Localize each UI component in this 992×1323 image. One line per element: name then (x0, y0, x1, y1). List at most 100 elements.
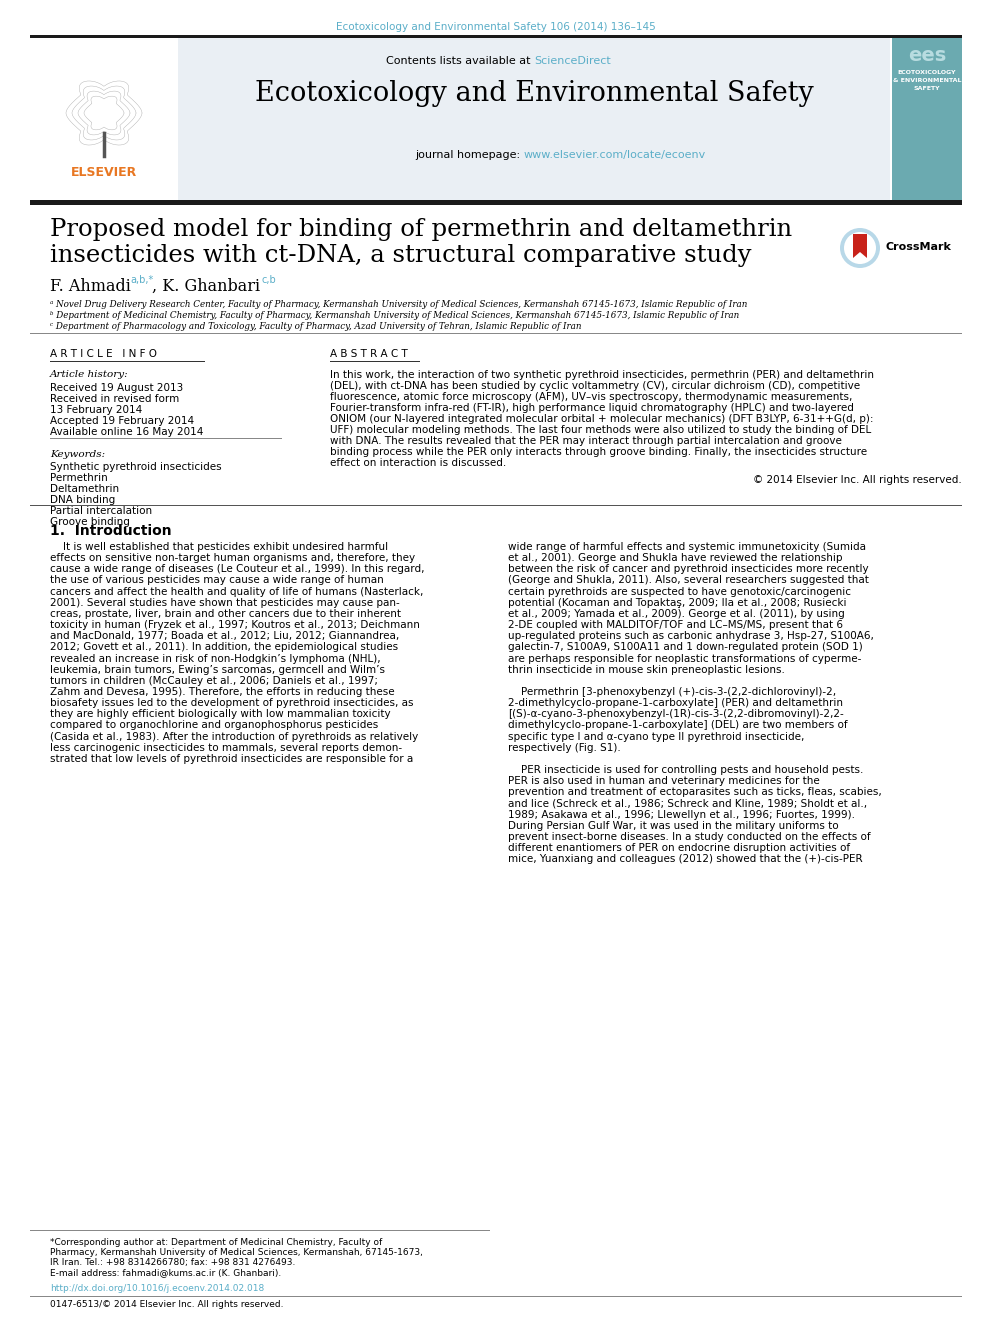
Text: 1.  Introduction: 1. Introduction (50, 524, 172, 538)
Text: (Casida et al., 1983). After the introduction of pyrethroids as relatively: (Casida et al., 1983). After the introdu… (50, 732, 419, 742)
Text: and MacDonald, 1977; Boada et al., 2012; Liu, 2012; Giannandrea,: and MacDonald, 1977; Boada et al., 2012;… (50, 631, 399, 642)
Text: specific type I and α-cyano type II pyrethroid insecticide,: specific type I and α-cyano type II pyre… (508, 732, 805, 742)
Text: the use of various pesticides may cause a wide range of human: the use of various pesticides may cause … (50, 576, 384, 586)
Text: between the risk of cancer and pyrethroid insecticides more recently: between the risk of cancer and pyrethroi… (508, 565, 869, 574)
Text: E-mail address: fahmadi@kums.ac.ir (K. Ghanbari).: E-mail address: fahmadi@kums.ac.ir (K. G… (50, 1267, 282, 1277)
Text: & ENVIRONMENTAL: & ENVIRONMENTAL (893, 78, 961, 83)
Text: ees: ees (908, 46, 946, 65)
Text: less carcinogenic insecticides to mammals, several reports demon-: less carcinogenic insecticides to mammal… (50, 742, 402, 753)
Text: In this work, the interaction of two synthetic pyrethroid insecticides, permethr: In this work, the interaction of two syn… (330, 370, 874, 380)
Text: CrossMark: CrossMark (886, 242, 952, 251)
Text: they are highly efficient biologically with low mammalian toxicity: they are highly efficient biologically w… (50, 709, 391, 720)
Text: et al., 2001). George and Shukla have reviewed the relationship: et al., 2001). George and Shukla have re… (508, 553, 842, 564)
Text: Received 19 August 2013: Received 19 August 2013 (50, 382, 184, 393)
Text: Zahm and Devesa, 1995). Therefore, the efforts in reducing these: Zahm and Devesa, 1995). Therefore, the e… (50, 687, 395, 697)
Text: www.elsevier.com/locate/ecoenv: www.elsevier.com/locate/ecoenv (524, 149, 706, 160)
Text: Pharmacy, Kermanshah University of Medical Sciences, Kermanshah, 67145-1673,: Pharmacy, Kermanshah University of Medic… (50, 1248, 423, 1257)
Text: different enantiomers of PER on endocrine disruption activities of: different enantiomers of PER on endocrin… (508, 843, 850, 853)
Text: respectively (Fig. S1).: respectively (Fig. S1). (508, 742, 621, 753)
Text: toxicity in human (Fryzek et al., 1997; Koutros et al., 2013; Deichmann: toxicity in human (Fryzek et al., 1997; … (50, 620, 420, 630)
Text: Partial intercalation: Partial intercalation (50, 505, 152, 516)
Text: *Corresponding author at: Department of Medicinal Chemistry, Faculty of: *Corresponding author at: Department of … (50, 1238, 382, 1248)
Text: 1989; Asakawa et al., 1996; Llewellyn et al., 1996; Fuortes, 1999).: 1989; Asakawa et al., 1996; Llewellyn et… (508, 810, 855, 820)
Text: certain pyrethroids are suspected to have genotoxic/carcinogenic: certain pyrethroids are suspected to hav… (508, 586, 851, 597)
Text: PER is also used in human and veterinary medicines for the: PER is also used in human and veterinary… (508, 777, 819, 786)
Text: Ecotoxicology and Environmental Safety 106 (2014) 136–145: Ecotoxicology and Environmental Safety 1… (336, 22, 656, 32)
Text: [(S)-α-cyano-3-phenoxybenzyl-(1R)-cis-3-(2,2-dibromovinyl)-2,2-: [(S)-α-cyano-3-phenoxybenzyl-(1R)-cis-3-… (508, 709, 844, 720)
Text: insecticides with ct-DNA, a structural comparative study: insecticides with ct-DNA, a structural c… (50, 243, 752, 267)
Text: Contents lists available at: Contents lists available at (386, 56, 534, 66)
Text: Permethrin [3-phenoxybenzyl (+)-cis-3-(2,2-dichlorovinyl)-2,: Permethrin [3-phenoxybenzyl (+)-cis-3-(2… (508, 687, 836, 697)
Text: cause a wide range of diseases (Le Couteur et al., 1999). In this regard,: cause a wide range of diseases (Le Coute… (50, 565, 425, 574)
Text: Keywords:: Keywords: (50, 450, 105, 459)
Polygon shape (853, 234, 867, 258)
Text: biosafety issues led to the development of pyrethroid insecticides, as: biosafety issues led to the development … (50, 699, 414, 708)
Text: , K. Ghanbari: , K. Ghanbari (152, 278, 260, 295)
Text: 13 February 2014: 13 February 2014 (50, 405, 142, 415)
Text: galectin-7, S100A9, S100A11 and 1 down-regulated protein (SOD 1): galectin-7, S100A9, S100A11 and 1 down-r… (508, 643, 863, 652)
Text: Groove binding: Groove binding (50, 517, 130, 527)
Text: 2012; Govett et al., 2011). In addition, the epidemiological studies: 2012; Govett et al., 2011). In addition,… (50, 643, 398, 652)
Text: Ecotoxicology and Environmental Safety: Ecotoxicology and Environmental Safety (255, 79, 813, 107)
Text: revealed an increase in risk of non-Hodgkin’s lymphoma (NHL),: revealed an increase in risk of non-Hodg… (50, 654, 381, 664)
Circle shape (840, 228, 880, 269)
Text: c,b: c,b (262, 275, 277, 284)
Text: ELSEVIER: ELSEVIER (70, 165, 137, 179)
Text: © 2014 Elsevier Inc. All rights reserved.: © 2014 Elsevier Inc. All rights reserved… (753, 475, 962, 486)
Text: SAFETY: SAFETY (914, 86, 940, 91)
Text: Permethrin: Permethrin (50, 474, 108, 483)
Text: ᵇ Department of Medicinal Chemistry, Faculty of Pharmacy, Kermanshah University : ᵇ Department of Medicinal Chemistry, Fac… (50, 311, 739, 320)
Text: F. Ahmadi: F. Ahmadi (50, 278, 136, 295)
Text: and lice (Schreck et al., 1986; Schreck and Kline, 1989; Sholdt et al.,: and lice (Schreck et al., 1986; Schreck … (508, 799, 867, 808)
Text: Fourier-transform infra-red (FT-IR), high performance liquid chromatography (HPL: Fourier-transform infra-red (FT-IR), hig… (330, 404, 854, 413)
Bar (178, 38, 890, 200)
Text: 2-dimethylcyclo-propane-1-carboxylate] (PER) and deltamethrin: 2-dimethylcyclo-propane-1-carboxylate] (… (508, 699, 843, 708)
Text: leukemia, brain tumors, Ewing’s sarcomas, germcell and Wilm’s: leukemia, brain tumors, Ewing’s sarcomas… (50, 664, 385, 675)
Text: wide range of harmful effects and systemic immunetoxicity (Sumida: wide range of harmful effects and system… (508, 542, 866, 552)
Bar (30, 34, 962, 38)
Bar (30, 38, 178, 200)
Text: During Persian Gulf War, it was used in the military uniforms to: During Persian Gulf War, it was used in … (508, 820, 838, 831)
Text: ECOTOXICOLOGY: ECOTOXICOLOGY (898, 70, 956, 75)
Text: 2001). Several studies have shown that pesticides may cause pan-: 2001). Several studies have shown that p… (50, 598, 400, 607)
Text: potential (Kocaman and Topaktaş, 2009; Ila et al., 2008; Rusiecki: potential (Kocaman and Topaktaş, 2009; I… (508, 598, 846, 607)
Text: ScienceDirect: ScienceDirect (534, 56, 611, 66)
Text: are perhaps responsible for neoplastic transformations of cyperme-: are perhaps responsible for neoplastic t… (508, 654, 861, 664)
Text: Received in revised form: Received in revised form (50, 394, 180, 404)
Text: UFF) molecular modeling methods. The last four methods were also utilized to stu: UFF) molecular modeling methods. The las… (330, 425, 871, 435)
Text: ᶜ Department of Pharmacology and Toxicology, Faculty of Pharmacy, Azad Universit: ᶜ Department of Pharmacology and Toxicol… (50, 321, 581, 331)
Text: 0147-6513/© 2014 Elsevier Inc. All rights reserved.: 0147-6513/© 2014 Elsevier Inc. All right… (50, 1301, 284, 1308)
Text: Proposed model for binding of permethrin and deltamethrin: Proposed model for binding of permethrin… (50, 218, 793, 241)
Text: dimethylcyclo-propane-1-carboxylate] (DEL) are two members of: dimethylcyclo-propane-1-carboxylate] (DE… (508, 721, 847, 730)
Text: mice, Yuanxiang and colleagues (2012) showed that the (+)-cis-PER: mice, Yuanxiang and colleagues (2012) sh… (508, 855, 863, 864)
Text: Available online 16 May 2014: Available online 16 May 2014 (50, 427, 203, 437)
Text: IR Iran. Tel.: +98 8314266780; fax: +98 831 4276493.: IR Iran. Tel.: +98 8314266780; fax: +98 … (50, 1258, 296, 1267)
Text: Deltamethrin: Deltamethrin (50, 484, 119, 493)
Text: compared to organochlorine and organophosphorus pesticides: compared to organochlorine and organopho… (50, 721, 378, 730)
Text: http://dx.doi.org/10.1016/j.ecoenv.2014.02.018: http://dx.doi.org/10.1016/j.ecoenv.2014.… (50, 1285, 264, 1293)
Text: fluorescence, atomic force microscopy (AFM), UV–vis spectroscopy, thermodynamic : fluorescence, atomic force microscopy (A… (330, 392, 852, 402)
Text: It is well established that pesticides exhibit undesired harmful: It is well established that pesticides e… (50, 542, 388, 552)
Text: creas, prostate, liver, brain and other cancers due to their inherent: creas, prostate, liver, brain and other … (50, 609, 401, 619)
Text: et al., 2009; Yamada et al., 2009). George et al. (2011), by using: et al., 2009; Yamada et al., 2009). Geor… (508, 609, 845, 619)
Text: A R T I C L E   I N F O: A R T I C L E I N F O (50, 349, 157, 359)
Text: ᵃ Novel Drug Delivery Research Center, Faculty of Pharmacy, Kermanshah Universit: ᵃ Novel Drug Delivery Research Center, F… (50, 300, 747, 310)
Text: thrin insecticide in mouse skin preneoplastic lesions.: thrin insecticide in mouse skin preneopl… (508, 664, 785, 675)
Text: prevent insect-borne diseases. In a study conducted on the effects of: prevent insect-borne diseases. In a stud… (508, 832, 871, 841)
Text: 2-DE coupled with MALDITOF/TOF and LC–MS/MS, present that 6: 2-DE coupled with MALDITOF/TOF and LC–MS… (508, 620, 843, 630)
Text: (DEL), with ct-DNA has been studied by cyclic voltammetry (CV), circular dichroi: (DEL), with ct-DNA has been studied by c… (330, 381, 860, 392)
Text: cancers and affect the health and quality of life of humans (Nasterlack,: cancers and affect the health and qualit… (50, 586, 424, 597)
Text: ONIOM (our N-layered integrated molecular orbital + molecular mechanics) (DFT B3: ONIOM (our N-layered integrated molecula… (330, 414, 874, 423)
Text: effects on sensitive non-target human organisms and, therefore, they: effects on sensitive non-target human or… (50, 553, 415, 564)
Text: prevention and treatment of ectoparasites such as ticks, fleas, scabies,: prevention and treatment of ectoparasite… (508, 787, 882, 798)
Bar (30, 200, 962, 205)
Text: Synthetic pyrethroid insecticides: Synthetic pyrethroid insecticides (50, 462, 221, 472)
Text: strated that low levels of pyrethroid insecticides are responsible for a: strated that low levels of pyrethroid in… (50, 754, 414, 763)
Text: PER insecticide is used for controlling pests and household pests.: PER insecticide is used for controlling … (508, 765, 863, 775)
Circle shape (844, 232, 876, 265)
Text: (George and Shukla, 2011). Also, several researchers suggested that: (George and Shukla, 2011). Also, several… (508, 576, 869, 586)
Text: Accepted 19 February 2014: Accepted 19 February 2014 (50, 415, 194, 426)
Text: Article history:: Article history: (50, 370, 129, 378)
Text: effect on interaction is discussed.: effect on interaction is discussed. (330, 458, 506, 468)
Text: binding process while the PER only interacts through groove binding. Finally, th: binding process while the PER only inter… (330, 447, 867, 456)
